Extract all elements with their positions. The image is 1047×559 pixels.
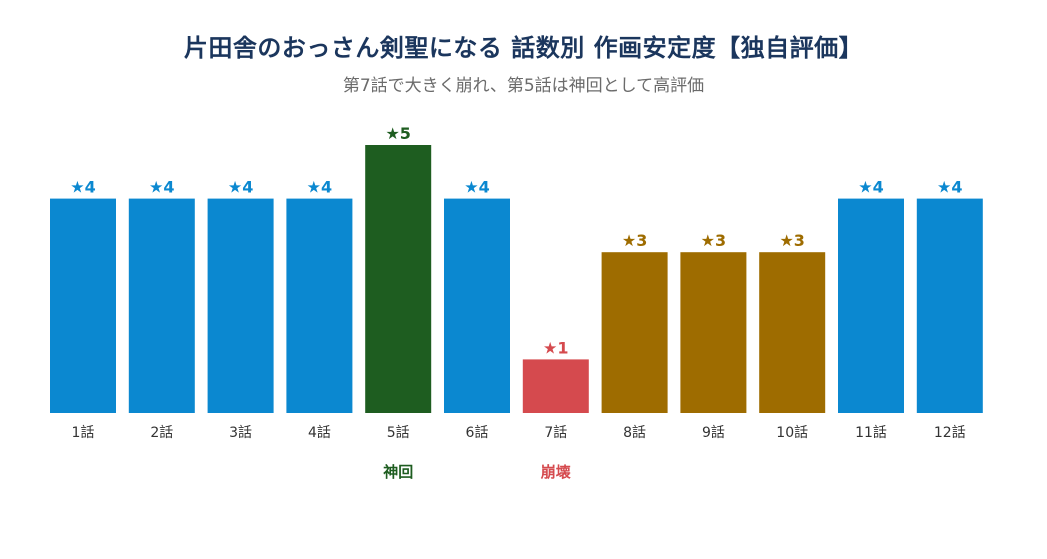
x-tick-label-6: 6話 xyxy=(466,424,489,441)
data-label-3: ★4 xyxy=(228,178,253,197)
bar-3 xyxy=(207,198,274,413)
annotation-1: 神回 xyxy=(383,463,413,481)
bar-8 xyxy=(601,252,668,413)
x-tick-label-8: 8話 xyxy=(623,424,646,441)
bar-9 xyxy=(680,252,747,413)
x-tick-label-4: 4話 xyxy=(308,424,331,441)
x-tick-label-1: 1話 xyxy=(72,424,95,441)
data-label-6: ★4 xyxy=(464,178,489,197)
chart-title: 片田舎のおっさん剣聖になる 話数別 作画安定度【独自評価】 xyxy=(183,34,864,62)
x-tick-label-7: 7話 xyxy=(544,424,567,441)
data-label-4: ★4 xyxy=(307,178,332,197)
bar-12 xyxy=(916,198,983,413)
x-tick-label-10: 10話 xyxy=(776,424,808,441)
data-label-11: ★4 xyxy=(858,178,883,197)
data-label-8: ★3 xyxy=(622,231,647,250)
data-label-2: ★4 xyxy=(149,178,174,197)
data-label-10: ★3 xyxy=(779,231,804,250)
x-tick-label-3: 3話 xyxy=(229,424,252,441)
data-label-12: ★4 xyxy=(937,178,962,197)
data-label-9: ★3 xyxy=(701,231,726,250)
bar-2 xyxy=(128,198,195,413)
bar-10 xyxy=(759,252,826,413)
annotation-2: 崩壊 xyxy=(541,463,571,481)
bar-4 xyxy=(286,198,353,413)
x-tick-label-12: 12話 xyxy=(934,424,966,441)
bar-1 xyxy=(50,198,116,413)
x-tick-label-5: 5話 xyxy=(387,424,410,441)
bar-6 xyxy=(444,198,510,413)
x-tick-label-9: 9話 xyxy=(702,424,725,441)
bar-5 xyxy=(365,145,432,413)
x-tick-label-11: 11話 xyxy=(855,424,887,441)
bar-7 xyxy=(522,359,589,413)
data-label-7: ★1 xyxy=(543,338,568,357)
x-tick-label-2: 2話 xyxy=(150,424,173,441)
bar-11 xyxy=(838,198,904,413)
data-label-1: ★4 xyxy=(70,178,95,197)
chart-subtitle: 第7話で大きく崩れ、第5話は神回として高評価 xyxy=(342,76,705,96)
data-label-5: ★5 xyxy=(385,124,410,143)
